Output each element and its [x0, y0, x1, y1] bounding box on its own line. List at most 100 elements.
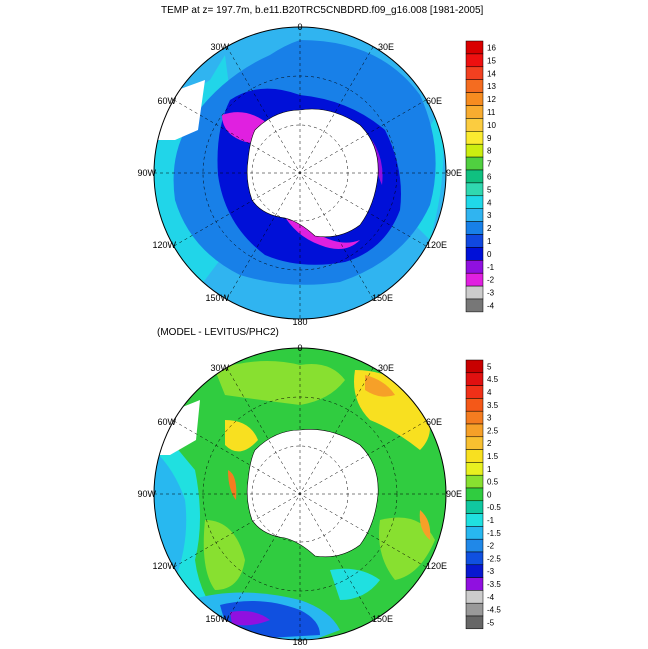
colorbar-label: 4 — [487, 388, 492, 397]
map-label: 120W — [152, 240, 176, 250]
map-label: 30W — [210, 363, 229, 373]
map-label: 0 — [297, 343, 302, 353]
colorbar-swatch — [465, 156, 484, 171]
colorbar-label: 1.5 — [487, 452, 499, 461]
colorbar-swatch — [465, 462, 484, 476]
colorbar-swatch — [465, 474, 484, 489]
map-label: 90W — [137, 168, 156, 178]
colorbar-label: 3 — [487, 211, 492, 220]
colorbar-swatch — [465, 105, 484, 119]
colorbar-swatch — [465, 372, 484, 386]
panel2-colorbar: 5 4.5 4 3.5 3 2.5 2 1.5 1 0.5 0 -0.5 -1 -1.5 -2 -2.5 -3 -… — [465, 359, 501, 630]
map-label: 180 — [292, 637, 307, 647]
colorbar-swatch — [465, 247, 484, 261]
colorbar-swatch — [465, 551, 484, 566]
colorbar-label: -2 — [487, 542, 495, 551]
map-label: 150W — [205, 293, 229, 303]
colorbar-swatch — [465, 143, 484, 158]
colorbar-label: 13 — [487, 82, 496, 91]
map-label: 90W — [137, 489, 156, 499]
map-label: 0 — [297, 22, 302, 32]
map-label: 120E — [426, 561, 447, 571]
colorbar-label: 0 — [487, 250, 492, 259]
colorbar-label: 9 — [487, 134, 492, 143]
colorbar-label: 2.5 — [487, 426, 499, 435]
map-label: 90E — [446, 168, 462, 178]
map-label: 150E — [372, 614, 393, 624]
colorbar-swatch — [465, 398, 484, 412]
colorbar-label: -5 — [487, 618, 495, 627]
colorbar-label: -3.5 — [487, 580, 501, 589]
colorbar-swatch — [465, 79, 484, 93]
colorbar-label: 1 — [487, 465, 492, 474]
map-label: 150E — [372, 293, 393, 303]
map-label: 30E — [378, 363, 394, 373]
colorbar-label: 3.5 — [487, 401, 499, 410]
map-label: 60E — [426, 417, 442, 427]
colorbar-swatch — [465, 410, 484, 425]
colorbar-swatch — [465, 298, 484, 313]
colorbar-label: 1 — [487, 237, 492, 246]
colorbar-swatch — [465, 131, 484, 145]
colorbar-swatch — [465, 272, 484, 287]
colorbar-label: 3 — [487, 414, 492, 423]
colorbar-swatch — [465, 564, 484, 578]
colorbar-swatch — [465, 208, 484, 222]
colorbar-swatch — [465, 118, 484, 132]
colorbar-swatch — [465, 40, 484, 55]
colorbar-label: -1.5 — [487, 529, 501, 538]
colorbar-swatch — [465, 615, 484, 630]
colorbar-label: 10 — [487, 121, 496, 130]
colorbar-label: -2.5 — [487, 554, 501, 563]
colorbar-label: 5 — [487, 362, 492, 371]
map-label: 30E — [378, 42, 394, 52]
colorbar-swatch — [465, 423, 484, 438]
colorbar-label: -0.5 — [487, 503, 501, 512]
colorbar-label: 12 — [487, 95, 496, 104]
colorbar-swatch — [465, 169, 484, 184]
panel2-map-labels: 0 30E 60E 90E 120E 150E 180 150W 120W 90… — [137, 343, 462, 647]
colorbar-swatch — [465, 577, 484, 591]
colorbar-label: -4 — [487, 593, 495, 602]
colorbar-label: 4.5 — [487, 375, 499, 384]
map-label: 30W — [210, 42, 229, 52]
colorbar-swatch — [465, 182, 484, 197]
colorbar-swatch — [465, 285, 484, 300]
colorbar-label: -4.5 — [487, 606, 501, 615]
colorbar-label: 8 — [487, 147, 492, 156]
colorbar-swatch — [465, 385, 484, 399]
colorbar-swatch — [465, 449, 484, 463]
colorbar-swatch — [465, 195, 484, 209]
panel2-map — [153, 347, 447, 641]
colorbar-label: 2 — [487, 439, 492, 448]
panel2-title: (MODEL - LEVITUS/PHC2) — [157, 327, 279, 338]
map-label: 60E — [426, 96, 442, 106]
map-label: 120E — [426, 240, 447, 250]
colorbar-swatch — [465, 66, 484, 80]
colorbar-label: 5 — [487, 185, 492, 194]
colorbar-label: 7 — [487, 160, 492, 169]
colorbar-label: 16 — [487, 43, 496, 52]
map-label: 60W — [157, 96, 176, 106]
panel1-title: TEMP at z= 197.7m, b.e11.B20TRC5CNBDRD.f… — [161, 5, 484, 16]
colorbar-label: 4 — [487, 198, 492, 207]
colorbar-label: 11 — [487, 108, 496, 117]
colorbar-label: 0 — [487, 490, 492, 499]
colorbar-swatch — [465, 53, 484, 68]
colorbar-label: -3 — [487, 289, 495, 298]
colorbar-swatch — [465, 602, 484, 617]
colorbar-label: 15 — [487, 56, 496, 65]
colorbar-swatch — [465, 92, 484, 106]
map-label: 150W — [205, 614, 229, 624]
colorbar-label: -4 — [487, 301, 495, 310]
colorbar-label: 6 — [487, 172, 492, 181]
colorbar-label: -1 — [487, 516, 495, 525]
colorbar-label: -3 — [487, 567, 495, 576]
map-label: 60W — [157, 417, 176, 427]
panel1-map-labels: 0 30E 60E 90E 120E 150E 180 150W 120W 90… — [137, 22, 462, 327]
colorbar-swatch — [465, 513, 484, 527]
colorbar-label: 14 — [487, 69, 496, 78]
colorbar-swatch — [465, 221, 484, 235]
